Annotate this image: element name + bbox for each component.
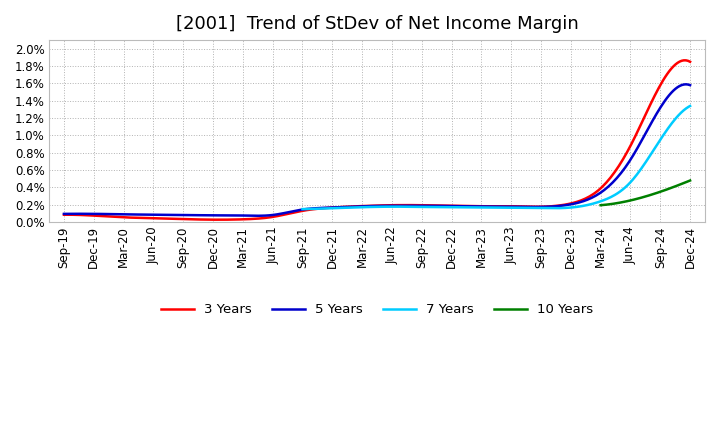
10 Years: [649, 191, 658, 197]
5 Years: [433, 203, 441, 209]
Legend: 3 Years, 5 Years, 7 Years, 10 Years: 3 Years, 5 Years, 7 Years, 10 Years: [156, 298, 599, 321]
3 Years: [590, 191, 598, 196]
3 Years: [62, 212, 71, 217]
5 Years: [445, 203, 454, 209]
3 Years: [434, 203, 443, 208]
3 Years: [60, 212, 68, 217]
Line: 7 Years: 7 Years: [302, 106, 690, 209]
10 Years: [678, 181, 686, 187]
Title: [2001]  Trend of StDev of Net Income Margin: [2001] Trend of StDev of Net Income Marg…: [176, 15, 578, 33]
3 Years: [445, 203, 454, 209]
5 Years: [60, 211, 68, 216]
Line: 3 Years: 3 Years: [64, 60, 690, 220]
5 Years: [682, 82, 690, 87]
7 Years: [529, 205, 538, 211]
7 Years: [300, 206, 308, 212]
5 Years: [590, 194, 598, 199]
3 Years: [680, 58, 688, 63]
7 Years: [298, 206, 307, 212]
10 Years: [596, 202, 605, 208]
7 Years: [625, 181, 634, 186]
7 Years: [649, 147, 658, 152]
Line: 5 Years: 5 Years: [64, 84, 690, 216]
5 Years: [252, 213, 261, 218]
10 Years: [649, 191, 658, 197]
7 Years: [536, 205, 544, 211]
3 Years: [629, 137, 638, 143]
10 Years: [685, 178, 694, 183]
3 Years: [433, 203, 441, 208]
5 Years: [62, 211, 71, 216]
7 Years: [685, 103, 694, 109]
Line: 10 Years: 10 Years: [600, 180, 690, 205]
10 Years: [651, 191, 660, 196]
3 Years: [685, 59, 694, 64]
5 Years: [629, 152, 638, 158]
10 Years: [597, 202, 606, 208]
7 Years: [528, 205, 536, 211]
3 Years: [215, 217, 223, 222]
5 Years: [434, 203, 443, 209]
10 Years: [672, 183, 680, 189]
5 Years: [685, 83, 694, 88]
